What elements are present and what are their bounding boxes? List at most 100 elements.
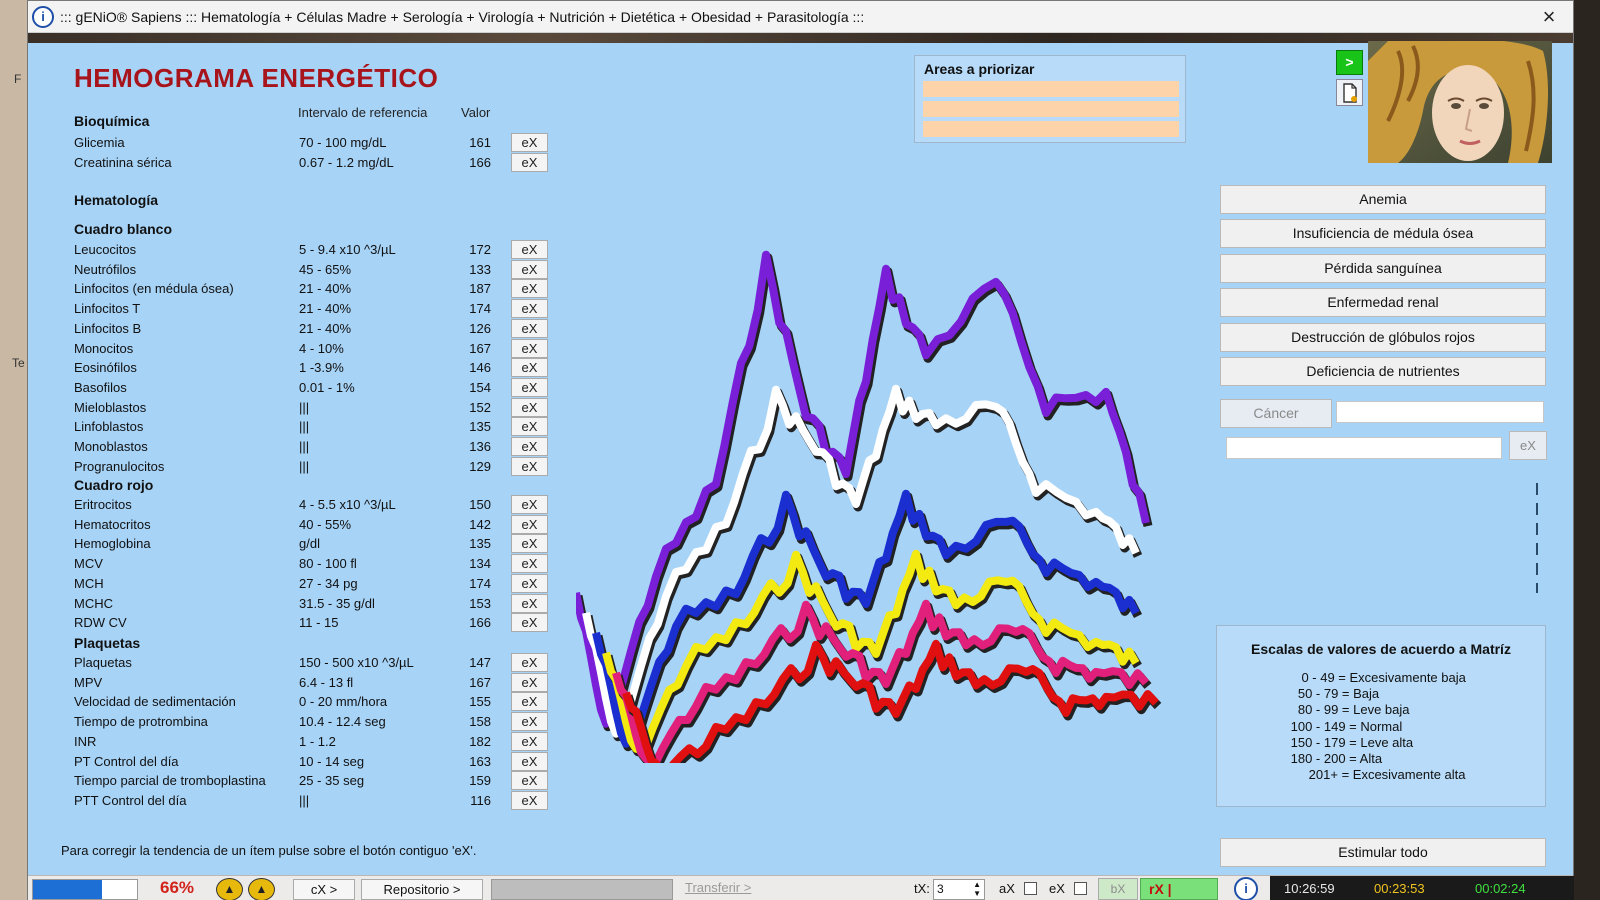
- item-label: MCHC: [74, 596, 113, 611]
- cancer-button[interactable]: Cáncer: [1220, 399, 1332, 428]
- result-row: Glicemia 70 - 100 mg/dL 161 eX: [74, 133, 554, 153]
- priority-slot: [923, 101, 1179, 117]
- ex-button[interactable]: eX: [511, 574, 548, 593]
- ex-button[interactable]: eX: [511, 279, 548, 298]
- status-field: [491, 879, 673, 900]
- transfer-link[interactable]: Transferir >: [685, 880, 752, 895]
- ex-button[interactable]: eX: [511, 554, 548, 573]
- ex-button[interactable]: eX: [511, 613, 548, 632]
- result-row: Progranulocitos ||| 129 eX: [74, 457, 554, 477]
- cx-button[interactable]: cX >: [293, 879, 355, 900]
- item-value: 174: [469, 576, 491, 591]
- item-value: 166: [469, 615, 491, 630]
- section-plaquetas: Plaquetas: [74, 635, 141, 651]
- go-button[interactable]: >: [1336, 50, 1363, 75]
- diagnosis-button[interactable]: Destrucción de glóbulos rojos: [1220, 322, 1546, 352]
- app-info-icon: i: [32, 5, 54, 28]
- spinner-arrows-icon[interactable]: ▲ ▼: [973, 880, 981, 898]
- diagnosis-button[interactable]: Anemia: [1220, 185, 1546, 214]
- diagnosis-button[interactable]: Insuficiencia de médula ósea: [1220, 219, 1546, 249]
- ex-button[interactable]: eX: [511, 712, 548, 731]
- ex-button[interactable]: eX: [511, 495, 548, 514]
- item-label: PT Control del día: [74, 754, 179, 769]
- stimulate-all-button[interactable]: Estimular todo: [1220, 838, 1546, 867]
- ex-button[interactable]: eX: [511, 673, 548, 692]
- item-value: 167: [469, 675, 491, 690]
- progress-bar: [32, 879, 138, 900]
- column-header-reference: Intervalo de referencia: [298, 105, 428, 120]
- item-label: MPV: [74, 675, 103, 690]
- ex-button[interactable]: eX: [511, 153, 548, 172]
- item-value: 161: [469, 135, 491, 150]
- ex-button[interactable]: eX: [511, 339, 548, 358]
- item-value: 155: [469, 694, 491, 709]
- item-value: 158: [469, 714, 491, 729]
- item-label: Leucocitos: [74, 242, 137, 257]
- reference-range: |||: [299, 459, 310, 474]
- ex-button[interactable]: eX: [511, 791, 548, 810]
- warning-icon[interactable]: ▲: [248, 878, 275, 900]
- reference-range: 0 - 20 mm/hora: [299, 694, 388, 709]
- ex-button[interactable]: eX: [511, 515, 548, 534]
- free-item-ex-button[interactable]: eX: [1509, 431, 1547, 460]
- result-row: Leucocitos 5 - 9.4 x10 ^3/µL 172 eX: [74, 240, 554, 260]
- ex-button[interactable]: eX: [511, 417, 548, 436]
- item-label: Progranulocitos: [74, 459, 165, 474]
- warning-icon[interactable]: ▲: [216, 878, 243, 900]
- ex-button[interactable]: eX: [511, 594, 548, 613]
- reference-range: 10 - 14 seg: [299, 754, 365, 769]
- section-hematologia: Hematología: [74, 192, 159, 208]
- cancer-input[interactable]: [1336, 401, 1544, 423]
- tx-spinner[interactable]: 3 ▲ ▼: [933, 879, 985, 900]
- reference-range: 5 - 9.4 x10 ^3/µL: [299, 242, 396, 257]
- diagnosis-button[interactable]: Enfermedad renal: [1220, 288, 1546, 318]
- ex-button[interactable]: eX: [511, 653, 548, 672]
- ex-button[interactable]: eX: [511, 133, 548, 152]
- item-value: 154: [469, 380, 491, 395]
- reference-range: 4 - 5.5 x10 ^3/µL: [299, 497, 396, 512]
- free-item-input[interactable]: [1226, 437, 1502, 459]
- ex-button[interactable]: eX: [511, 378, 548, 397]
- ex-label: eX: [1049, 881, 1065, 896]
- item-value: 182: [469, 734, 491, 749]
- info-icon[interactable]: i: [1234, 877, 1258, 900]
- reference-range: 80 - 100 fl: [299, 556, 357, 571]
- item-label: Hematocritos: [74, 517, 151, 532]
- ex-button[interactable]: eX: [511, 260, 548, 279]
- ex-button[interactable]: eX: [511, 358, 548, 377]
- ex-button[interactable]: eX: [511, 437, 548, 456]
- result-row: Velocidad de sedimentación 0 - 20 mm/hora…: [74, 692, 554, 712]
- status-bar: 66% ▲ ▲ cX > Repositorio > Transferir > …: [28, 875, 1574, 900]
- ex-button[interactable]: eX: [511, 732, 548, 751]
- diagnosis-button[interactable]: Pérdida sanguínea: [1220, 253, 1546, 283]
- ex-button[interactable]: eX: [511, 692, 548, 711]
- ex-button[interactable]: eX: [511, 240, 548, 259]
- close-icon[interactable]: ×: [1542, 4, 1556, 29]
- item-value: 146: [469, 360, 491, 375]
- rx-button[interactable]: rX |: [1140, 878, 1218, 900]
- reference-range: 27 - 34 pg: [299, 576, 358, 591]
- item-label: Monoblastos: [74, 439, 148, 454]
- bx-button[interactable]: bX: [1098, 878, 1138, 900]
- section-cuadro-rojo: Cuadro rojo: [74, 477, 154, 493]
- progress-percent: 66%: [160, 878, 195, 897]
- ex-checkbox[interactable]: [1074, 882, 1087, 895]
- item-value: 166: [469, 155, 491, 170]
- repository-button[interactable]: Repositorio >: [361, 879, 483, 900]
- ex-button[interactable]: eX: [511, 771, 548, 790]
- ax-checkbox[interactable]: [1024, 882, 1037, 895]
- ex-button[interactable]: eX: [511, 534, 548, 553]
- ex-button[interactable]: eX: [511, 299, 548, 318]
- ex-button[interactable]: eX: [511, 319, 548, 338]
- result-row: PT Control del día 10 - 14 seg 163 eX: [74, 752, 554, 772]
- ex-button[interactable]: eX: [511, 457, 548, 476]
- diagnosis-button[interactable]: Deficiencia de nutrientes: [1220, 357, 1546, 386]
- ex-button[interactable]: eX: [511, 398, 548, 417]
- scale-line: 50 - 79 = Baja: [1287, 686, 1380, 702]
- item-label: Basofilos: [74, 380, 127, 395]
- document-icon[interactable]: [1336, 79, 1363, 106]
- ex-button[interactable]: eX: [511, 752, 548, 771]
- app-window: i ::: gENiO® Sapiens ::: Hematología + C…: [27, 0, 1574, 900]
- result-row: Monoblastos ||| 136 eX: [74, 437, 554, 457]
- result-row: MCHC 31.5 - 35 g/dl 153 eX: [74, 594, 554, 614]
